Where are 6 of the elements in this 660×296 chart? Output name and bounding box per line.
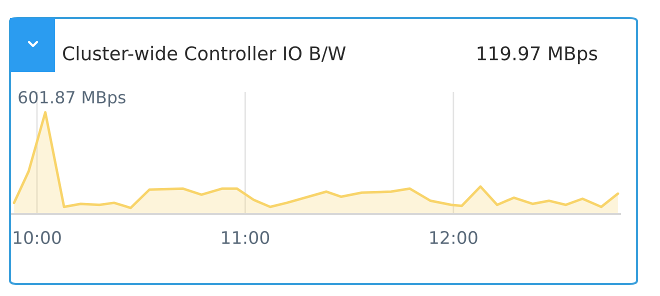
x-tick-label: 11:00 (222, 230, 270, 244)
x-tick-label: 12:00 (430, 230, 478, 244)
chart-title: Cluster-wide Controller IO B/W (63, 46, 346, 62)
annotation: 601.87 MBps (18, 90, 126, 107)
x-tick-label: 10:00 (14, 230, 61, 244)
chart-subtitle: 119.97 MBps (478, 46, 598, 64)
